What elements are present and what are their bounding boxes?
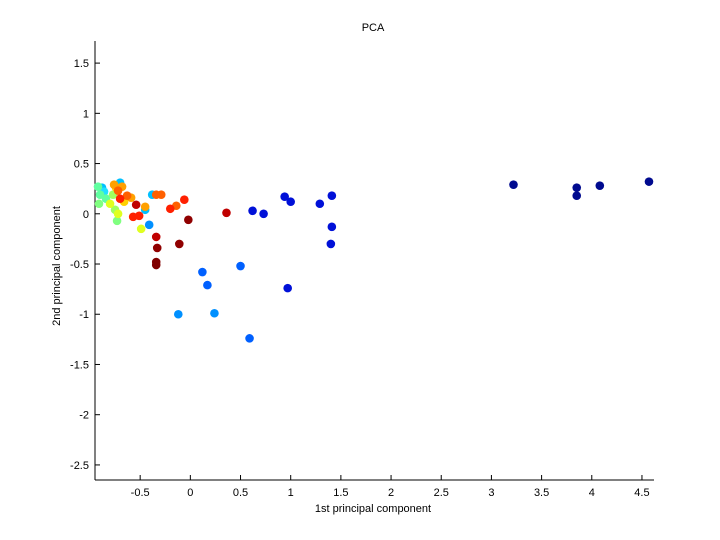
data-point: [327, 191, 337, 201]
x-axis-label: 1st principal component: [315, 503, 431, 515]
y-tick-label: -1.5: [70, 359, 89, 371]
x-tick-label: 0: [187, 487, 193, 499]
data-point: [248, 206, 257, 216]
y-tick-label: -2: [79, 410, 89, 422]
y-tick-label: 1.5: [74, 58, 89, 70]
data-point: [222, 208, 231, 218]
data-point: [105, 199, 115, 209]
data-point: [144, 220, 154, 230]
scatter-points: [93, 177, 654, 343]
y-tick-label: -0.5: [70, 259, 89, 271]
y-tick-label: 0.5: [74, 159, 89, 171]
data-point: [93, 182, 103, 191]
chart-title: PCA: [362, 22, 385, 34]
data-point: [283, 283, 292, 293]
x-axis-ticks: -0.5 0 0.5 1 1.5 2 2.5 3 3.5 4 4.5: [131, 475, 650, 499]
plot-area: -0.5 0 0.5 1 1.5 2 2.5 3 3.5 4 4.5 -2.5 -2 -1.5 -1 -0.…: [70, 41, 654, 499]
data-point: [113, 186, 123, 195]
x-tick-label: 0.5: [233, 487, 248, 499]
data-point: [259, 209, 268, 219]
data-point: [210, 308, 219, 318]
y-tick-label: 1: [83, 108, 89, 120]
data-point: [280, 192, 289, 202]
data-point: [112, 216, 122, 226]
x-tick-label: 2: [388, 487, 394, 499]
data-point: [113, 209, 123, 219]
data-point: [236, 261, 245, 271]
data-point: [136, 224, 146, 234]
data-point: [165, 204, 175, 214]
data-point: [644, 177, 654, 186]
x-tick-label: 4: [589, 487, 595, 499]
data-point: [180, 195, 189, 205]
data-point: [326, 239, 336, 249]
x-tick-label: 3.5: [534, 487, 549, 499]
x-tick-label: 2.5: [434, 487, 449, 499]
data-point: [134, 211, 144, 221]
data-point: [175, 239, 184, 249]
y-axis-ticks: -2.5 -2 -1.5 -1 -0.5 0 0.5 1 1.5: [70, 58, 100, 472]
data-point: [203, 280, 212, 290]
data-point: [140, 202, 150, 212]
y-tick-label: -1: [79, 309, 89, 321]
data-point: [286, 197, 296, 207]
x-tick-label: -0.5: [131, 487, 150, 499]
data-point: [151, 232, 161, 242]
x-tick-label: 4.5: [634, 487, 649, 499]
y-axis-label: 2nd principal component: [51, 206, 63, 326]
data-point: [131, 200, 141, 210]
x-tick-label: 1.5: [333, 487, 348, 499]
data-point: [115, 194, 125, 204]
data-point: [245, 334, 254, 343]
data-point: [122, 191, 132, 201]
x-tick-label: 3: [488, 487, 494, 499]
data-point: [315, 199, 325, 209]
data-point: [94, 199, 104, 209]
data-point: [572, 183, 582, 192]
data-point: [327, 222, 337, 232]
data-point: [509, 180, 518, 189]
y-tick-label: -2.5: [70, 460, 89, 472]
data-point: [198, 267, 207, 277]
data-point: [595, 181, 605, 190]
data-point: [173, 309, 183, 319]
data-point: [572, 191, 582, 201]
data-point: [109, 180, 119, 189]
x-tick-label: 1: [288, 487, 294, 499]
data-point: [184, 215, 193, 225]
data-point: [152, 243, 162, 253]
data-point: [156, 190, 166, 200]
y-tick-label: 0: [83, 209, 89, 221]
data-point: [151, 260, 161, 270]
